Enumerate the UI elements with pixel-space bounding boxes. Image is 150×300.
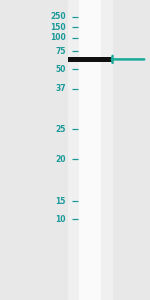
Text: 75: 75 — [56, 46, 66, 56]
Text: 50: 50 — [56, 64, 66, 74]
Bar — [68, 57, 112, 62]
Bar — [79, 0, 101, 300]
Text: 37: 37 — [55, 84, 66, 93]
Text: 250: 250 — [50, 12, 66, 21]
Text: 10: 10 — [56, 214, 66, 224]
Text: 25: 25 — [56, 124, 66, 134]
Text: 150: 150 — [50, 22, 66, 32]
Text: 100: 100 — [50, 33, 66, 42]
Bar — [68, 0, 112, 300]
Text: 20: 20 — [56, 154, 66, 164]
Text: 15: 15 — [56, 196, 66, 206]
